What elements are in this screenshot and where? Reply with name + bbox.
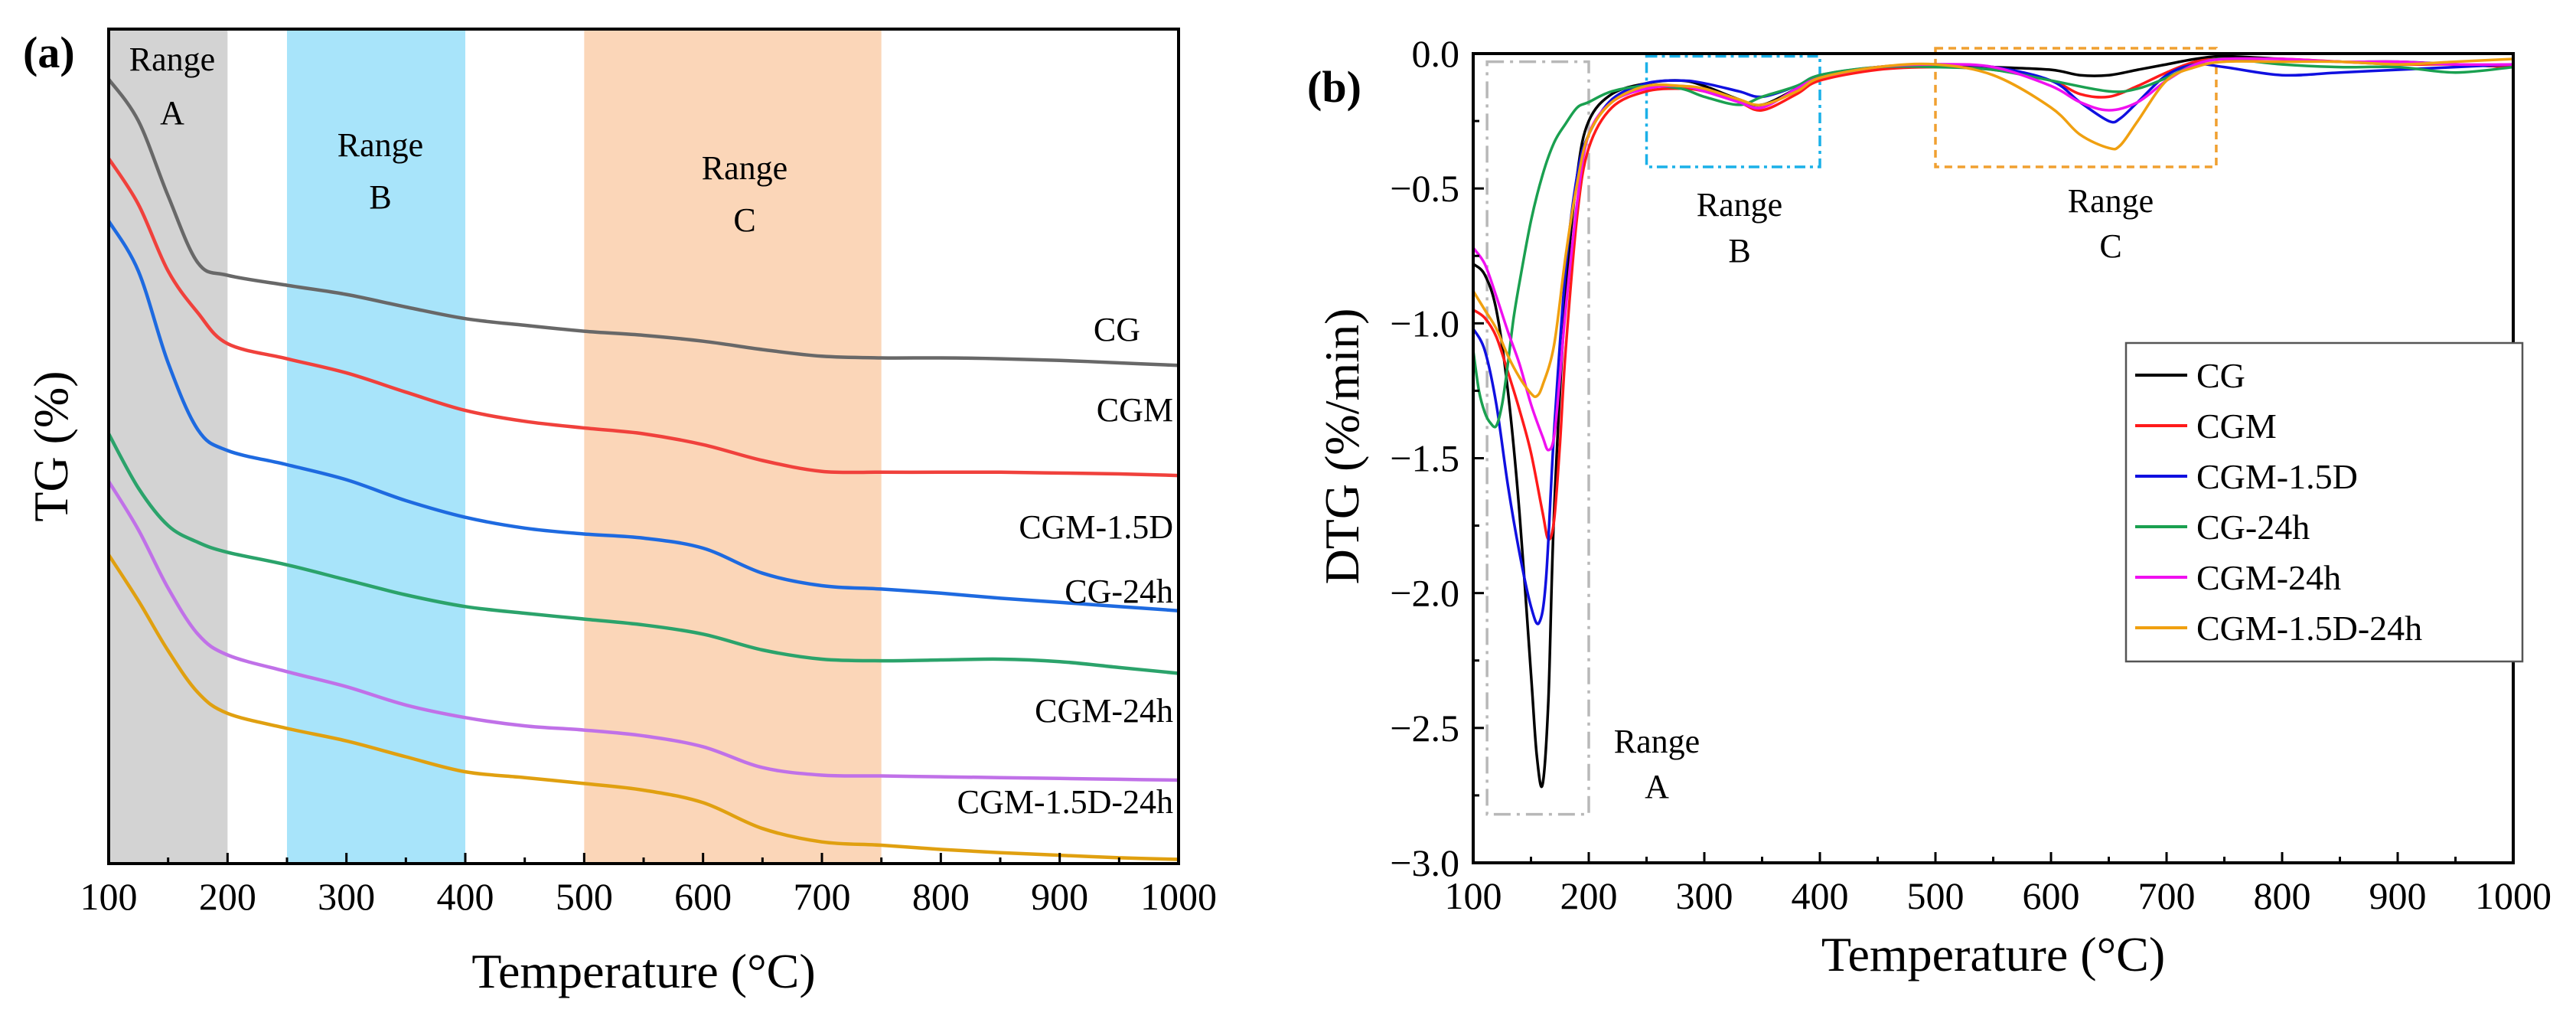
range-box-b [1645,54,1821,168]
y-axis-title-b: DTG (%/min) [1315,309,1369,585]
dtg-line-cg [1473,54,2513,789]
range-box-c [1934,47,2218,168]
x-tick-label-a: 300 [318,875,375,918]
y-tick-label-b: −1.5 [1390,437,1459,480]
x-tick-label-b: 600 [2023,874,2080,917]
tg-line-cgm [107,157,1179,478]
tg-line-cgm-1.5d [107,220,1179,612]
y-tick-label-b: −2.0 [1390,572,1459,615]
legend-label: CGM-1.5D [2196,457,2358,496]
range-label-a-line1: Range [129,41,215,78]
series-end-label: CGM-24h [1035,692,1173,730]
x-tick-label-b: 800 [2254,874,2311,917]
series-end-label: CG [1094,311,1140,348]
series-end-label: CGM-1.5D-24h [957,783,1173,821]
x-tick-label-a: 500 [556,875,613,918]
y-tick-label-b: 0.0 [1412,32,1460,75]
x-tick-label-a: 800 [912,875,970,918]
range-band-b [287,29,465,864]
range-label-a-line2: A [160,94,184,132]
legend-label: CG-24h [2196,508,2310,547]
x-tick-label-b: 400 [1792,874,1849,917]
legend-label: CG [2196,356,2245,395]
range-label-b-line2: B [369,178,391,216]
range-box-label-c-line2: C [2099,227,2121,265]
y-tick-label-b: −1.0 [1390,302,1459,345]
x-axis-title-b: Temperature (°C) [1821,927,2165,981]
range-box-label-c-line1: Range [2068,182,2154,220]
legend-label: CGM [2196,407,2277,446]
tg-line-cgm-24h [107,480,1179,782]
series-end-label: CGM-1.5D [1019,508,1173,546]
x-axis-title-a: Temperature (°C) [471,944,815,998]
tg-line-cgm-1.5d-24h [107,554,1179,861]
x-tick-label-b: 200 [1560,874,1618,917]
panel-label-a: (a) [23,28,75,77]
tg-line-cg-24h [107,433,1179,675]
range-label-b-line1: Range [337,126,423,164]
y-axis-title-a: TG (%) [24,371,78,521]
range-box-label-b-line2: B [1728,232,1750,269]
y-tick-label-b: −2.5 [1390,707,1459,750]
x-tick-label-a: 600 [674,875,732,918]
x-tick-label-b: 700 [2138,874,2196,917]
x-tick-label-a: 400 [437,875,494,918]
tg-line-cg [107,78,1179,367]
series-end-label: CG-24h [1065,573,1173,610]
x-tick-label-a: 1000 [1140,875,1217,918]
x-tick-label-b: 500 [1907,874,1965,917]
range-label-c-line2: C [733,201,755,239]
range-label-c-line1: Range [702,149,787,187]
range-band-c [584,29,882,864]
legend-label: CGM-1.5D-24h [2196,609,2422,648]
x-tick-label-b: 900 [2369,874,2427,917]
range-box-label-b-line1: Range [1697,186,1782,224]
dtg-line-cgm-1.5d-24h [1473,57,2513,398]
x-tick-label-a: 200 [199,875,256,918]
x-tick-label-a: 900 [1031,875,1088,918]
range-box-label-a-line1: Range [1614,723,1700,760]
legend-box [2124,341,2524,663]
series-end-label: CGM [1097,391,1173,429]
y-tick-label-b: −0.5 [1390,167,1459,210]
x-tick-label-a: 700 [794,875,851,918]
range-box-label-a-line2: A [1645,768,1669,805]
panel-label-b: (b) [1307,62,1361,112]
y-tick-label-b: −3.0 [1390,841,1459,884]
dtg-line-cgm-24h [1473,57,2513,452]
x-tick-label-b: 300 [1676,874,1733,917]
x-tick-label-a: 100 [80,875,138,918]
range-box-a [1485,60,1590,816]
legend-label: CGM-24h [2196,558,2341,597]
range-band-a [109,29,228,864]
x-tick-label-b: 1000 [2475,874,2552,917]
x-tick-label-b: 100 [1445,874,1502,917]
